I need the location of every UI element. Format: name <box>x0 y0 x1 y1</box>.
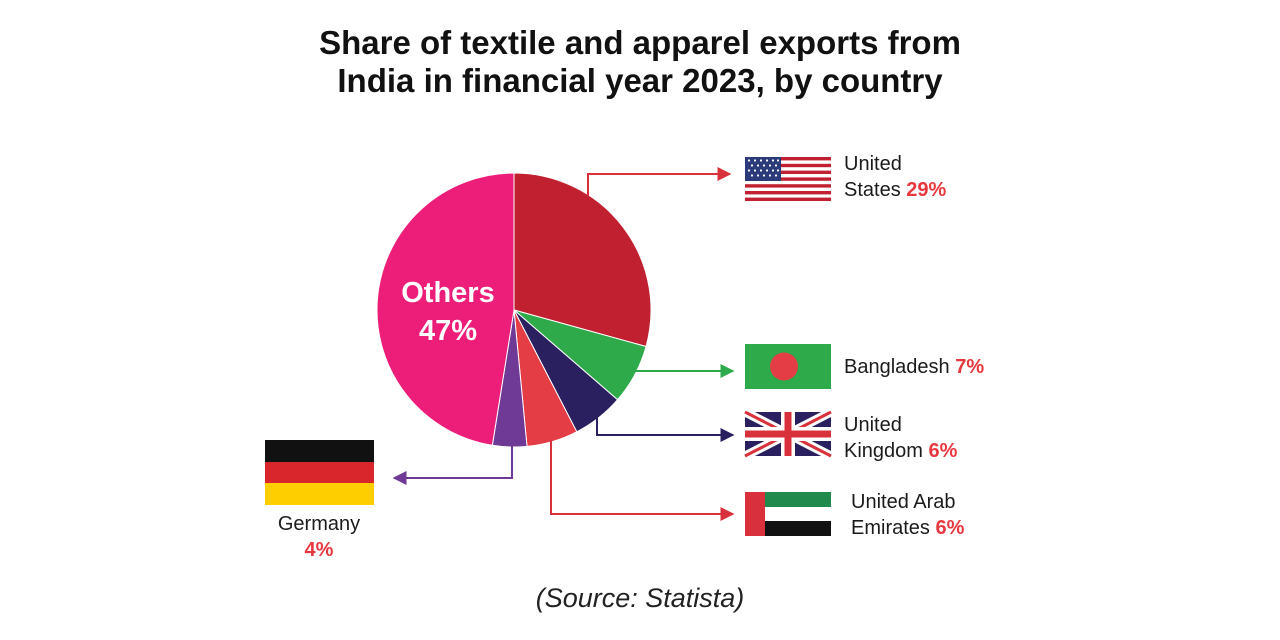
united-kingdom-label-line-1: United <box>844 414 902 436</box>
united-states-connector <box>587 167 732 196</box>
others-label: Others <box>401 277 494 309</box>
pie-slice-united-states <box>513 172 652 348</box>
united-kingdom-connector <box>596 417 735 442</box>
germany-label: Germany <box>278 513 360 535</box>
united-kingdom-value-label: 6% <box>929 440 958 462</box>
bangladesh-label: Bangladesh 7% <box>844 356 984 378</box>
uae-value-label: 6% <box>935 517 964 539</box>
bangladesh-flag <box>745 344 831 389</box>
uae-connector <box>550 440 735 521</box>
germany-value-label: 4% <box>305 539 334 561</box>
uae-label-name: Emirates <box>851 517 930 539</box>
germany-connector <box>392 446 513 485</box>
chart-title-line-1: Share of textile and apparel exports fro… <box>319 24 961 61</box>
uae-label-line-2: Emirates 6% <box>851 517 965 539</box>
source-note: (Source: Statista) <box>535 583 745 613</box>
united-states-label-line-2: States 29% <box>844 179 947 201</box>
united-states-value-label: 29% <box>906 179 946 201</box>
pie-slice-others <box>376 172 515 446</box>
united-states-label-line-1: United <box>844 153 902 175</box>
uae-flag <box>745 492 831 536</box>
united-kingdom-label-name: Kingdom <box>844 440 923 462</box>
united-kingdom-label-line-2: Kingdom 6% <box>844 440 958 462</box>
bangladesh-label-name: Bangladesh <box>844 356 950 378</box>
uae-label-line-1: United Arab <box>851 491 956 513</box>
united-states-flag <box>745 157 831 201</box>
chart-title-line-2: India in financial year 2023, by country <box>337 62 943 99</box>
bangladesh-value-label: 7% <box>955 356 984 378</box>
germany-flag <box>265 440 374 505</box>
others-value-label: 47% <box>419 315 477 347</box>
chart-title: Share of textile and apparel exports fro… <box>0 24 1280 100</box>
united-states-label-name: States <box>844 179 901 201</box>
united-kingdom-flag <box>742 407 834 461</box>
